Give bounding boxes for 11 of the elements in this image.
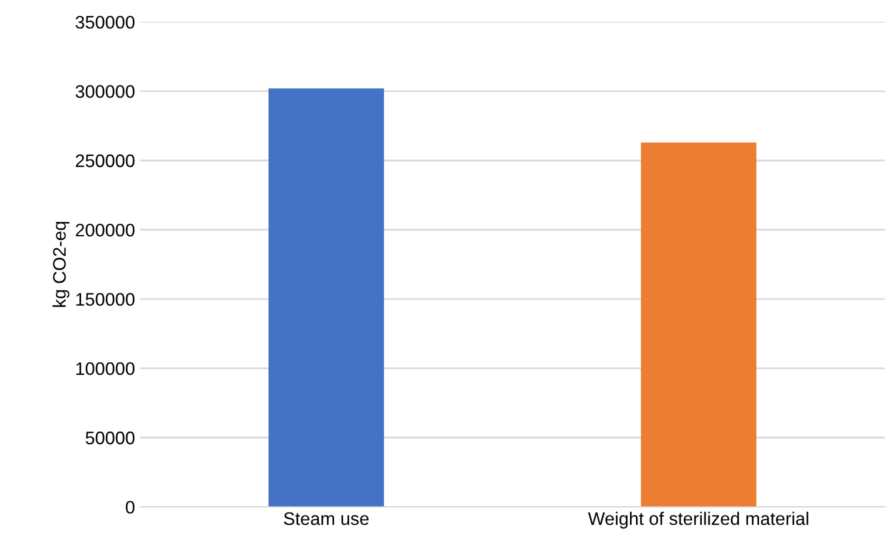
y-tick-label: 0 [126, 500, 134, 514]
y-tick-label: 150000 [76, 292, 134, 306]
x-tick-label: Weight of sterilized material [588, 512, 808, 529]
y-tick-label: 100000 [76, 362, 134, 376]
y-tick-label: 350000 [76, 16, 134, 29]
y-axis-title: kg CO2-eq [52, 222, 70, 307]
y-tick-label: 50000 [86, 432, 134, 444]
x-tick-label: Steam use [284, 512, 369, 526]
y-tick-label: 250000 [76, 154, 134, 168]
y-tick-label: 300000 [76, 85, 134, 98]
y-tick-label: 200000 [76, 224, 134, 236]
